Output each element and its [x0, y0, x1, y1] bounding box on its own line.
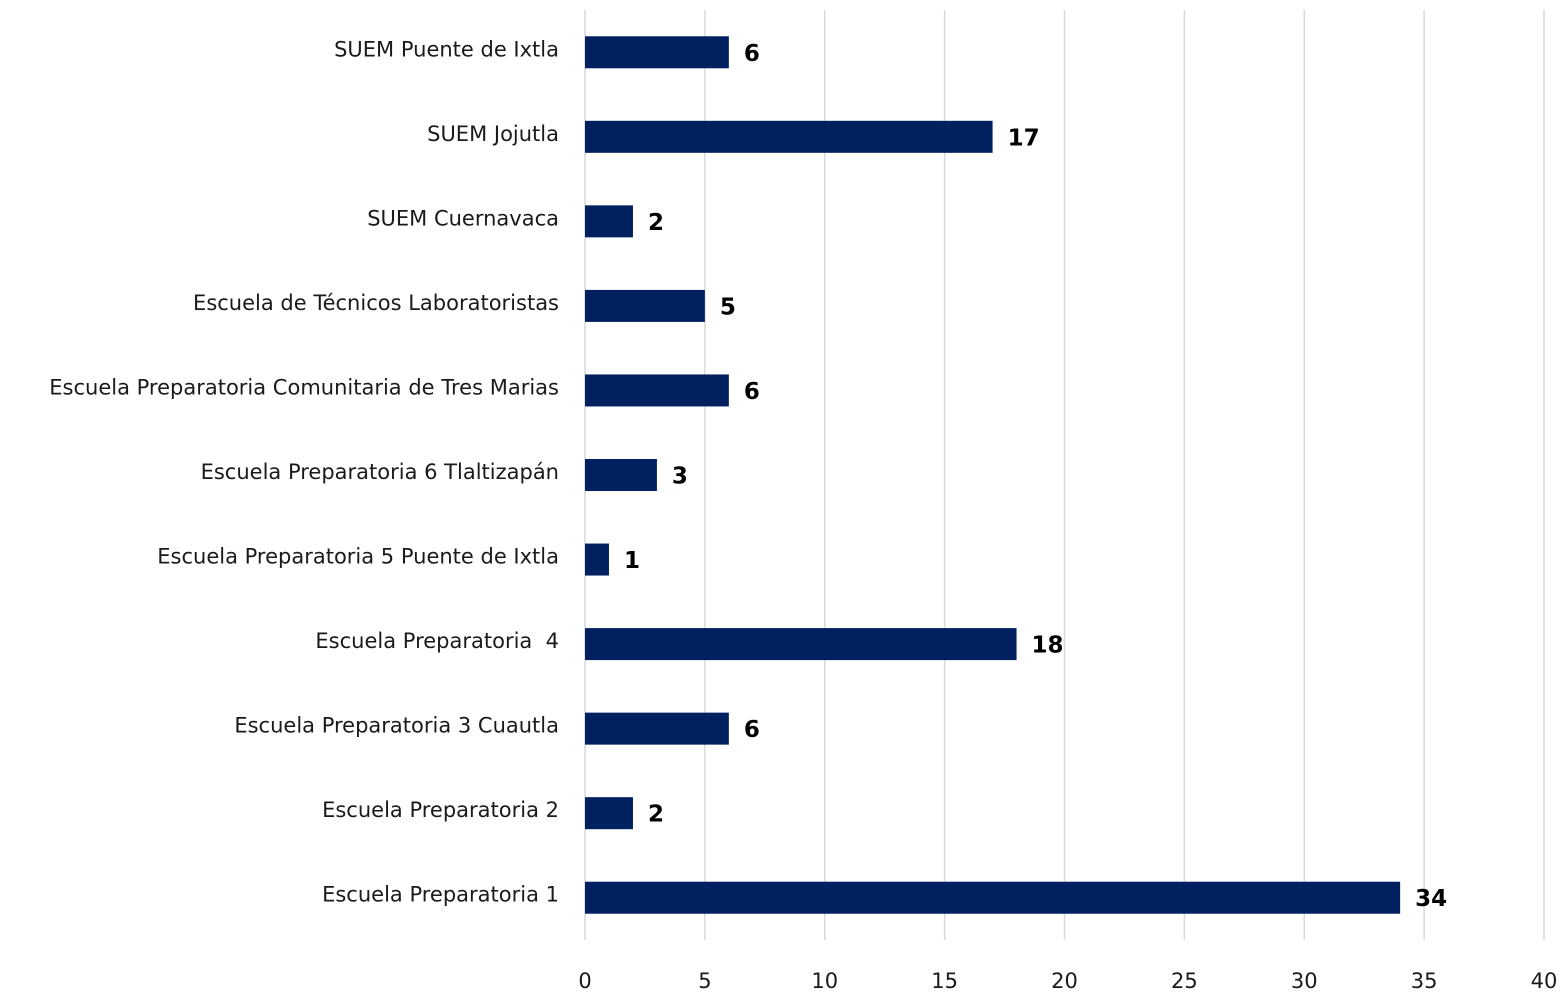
bar [585, 120, 993, 153]
x-tick-label: 30 [1291, 969, 1318, 993]
x-tick-label: 5 [698, 969, 711, 993]
value-label: 2 [648, 210, 664, 236]
bar [585, 881, 1401, 914]
y-tick-label: Escuela Preparatoria 5 Puente de Ixtla [157, 545, 559, 569]
value-label: 6 [744, 717, 760, 743]
x-tick-label: 40 [1531, 969, 1558, 993]
y-tick-label: Escuela de Técnicos Laboratoristas [193, 291, 559, 315]
value-label: 5 [720, 294, 736, 320]
bar [585, 205, 633, 238]
value-label: 18 [1032, 633, 1064, 659]
y-tick-label: Escuela Preparatoria 2 [322, 798, 559, 822]
x-tick-label: 35 [1411, 969, 1438, 993]
bar [585, 36, 729, 69]
bar [585, 289, 705, 322]
bar [585, 543, 609, 576]
x-tick-label: 25 [1171, 969, 1198, 993]
value-label: 2 [648, 802, 664, 828]
y-tick-label: Escuela Preparatoria Comunitaria de Tres… [49, 375, 559, 399]
y-tick-label: SUEM Jojutla [427, 122, 559, 146]
x-tick-label: 10 [811, 969, 838, 993]
bar [585, 628, 1017, 661]
y-tick-label: Escuela Preparatoria 4 [315, 629, 559, 653]
value-label: 3 [672, 464, 688, 490]
bar [585, 712, 729, 745]
y-tick-label: Escuela Preparatoria 1 [322, 883, 559, 907]
value-label: 17 [1008, 125, 1040, 151]
y-tick-label: SUEM Puente de Ixtla [334, 37, 559, 61]
y-tick-label: Escuela Preparatoria 3 Cuautla [234, 714, 559, 738]
value-label: 1 [624, 548, 640, 574]
x-tick-label: 15 [931, 969, 958, 993]
value-label: 6 [744, 41, 760, 67]
x-tick-label: 20 [1051, 969, 1078, 993]
bar [585, 459, 657, 491]
y-tick-label: Escuela Preparatoria 6 Tlaltizapán [201, 460, 559, 484]
value-label: 6 [744, 379, 760, 405]
value-label: 34 [1415, 886, 1447, 912]
y-tick-label: SUEM Cuernavaca [367, 206, 559, 230]
x-tick-label: 0 [578, 969, 591, 993]
bar [585, 797, 633, 830]
bar [585, 374, 729, 407]
